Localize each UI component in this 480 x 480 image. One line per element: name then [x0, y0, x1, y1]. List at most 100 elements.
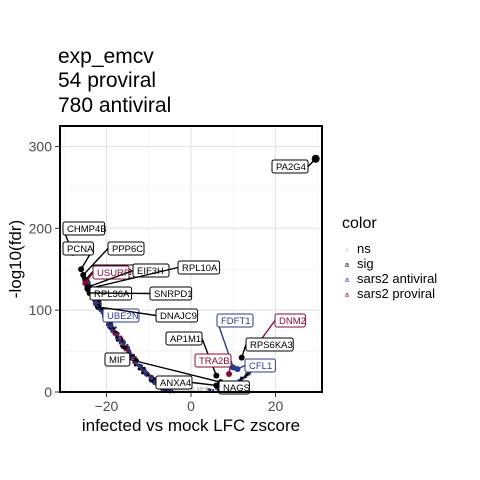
point-label: DNAJC9: [160, 311, 197, 322]
label-box: [132, 263, 170, 278]
data-point: [118, 339, 121, 343]
label-box: [62, 221, 106, 236]
point-label: SNRPD1: [154, 289, 193, 300]
legend-key-proviral: a: [345, 292, 349, 299]
data-point: [109, 325, 113, 329]
data-point: [107, 324, 111, 328]
point-label: PCNA: [67, 244, 94, 255]
data-point: [114, 326, 117, 329]
y-tick-label: 300: [29, 138, 53, 154]
legend-label-sig: sig: [357, 256, 374, 271]
label-box: [271, 159, 309, 174]
data-point: [245, 373, 249, 377]
data-point: [116, 332, 119, 335]
label-box: [274, 313, 306, 328]
x-tick-label: −20: [95, 398, 119, 414]
data-point: [128, 350, 132, 353]
data-point-ns: [196, 388, 199, 391]
data-point: [120, 338, 124, 341]
label-box: [155, 375, 193, 390]
x-tick-label: 0: [187, 398, 195, 414]
label-box: [245, 337, 294, 352]
x-axis-ticks: −20 0 20: [95, 393, 284, 414]
point-label: CHMP4B: [67, 224, 107, 235]
point-label: FDFT1: [221, 316, 251, 327]
legend-label-ns: ns: [357, 241, 371, 256]
label-connector: [307, 158, 317, 167]
data-point: [240, 376, 243, 380]
label-box: [165, 331, 203, 346]
point-label: DNM2: [279, 316, 306, 327]
data-point: [110, 330, 114, 333]
x-axis-title: infected vs mock LFC zscore: [82, 416, 300, 435]
label-box: [244, 358, 276, 373]
label-connector: [82, 248, 109, 276]
data-point: [142, 366, 146, 370]
y-axis-ticks: 0 100 200 300: [29, 138, 59, 400]
data-point: [150, 379, 154, 383]
label-connector: [241, 344, 247, 358]
label-box: [104, 352, 131, 367]
data-point-ns: [202, 386, 205, 390]
data-point: [124, 346, 127, 350]
data-point: [150, 377, 153, 381]
label-box: [107, 241, 145, 256]
data-point: [112, 332, 116, 335]
label-connector: [84, 272, 94, 284]
data-point-ns: [206, 386, 209, 389]
x-tick-label: 20: [268, 398, 284, 414]
data-point: [244, 375, 247, 378]
legend-title: color: [342, 215, 377, 232]
data-point: [136, 364, 140, 367]
label-box: [216, 313, 254, 328]
data-point: [119, 341, 123, 344]
point-label: CFL1: [249, 361, 272, 372]
point-label: RPS6KA3: [250, 340, 293, 351]
data-point: [123, 341, 127, 344]
label-box: [194, 353, 232, 368]
label-connector: [87, 269, 134, 288]
label-connector: [89, 292, 151, 295]
label-box: [155, 308, 199, 323]
point-label: RPL10A: [182, 263, 218, 274]
data-point-ns: [200, 388, 203, 392]
y-axis-title: -log10(fdr): [6, 220, 25, 298]
data-point: [132, 353, 135, 357]
legend-label-proviral: sars2 proviral: [357, 286, 435, 301]
legend-key-sig: a: [345, 262, 349, 269]
data-point: [144, 373, 147, 377]
y-tick-label: 200: [29, 220, 53, 236]
data-point: [132, 361, 135, 364]
y-tick-label: 0: [44, 384, 52, 400]
label-connector: [84, 271, 94, 281]
chart-title-line-3: 780 antiviral: [58, 94, 172, 117]
label-box: [177, 260, 221, 275]
legend-key-ns: a: [345, 247, 349, 254]
label-connector: [237, 364, 246, 370]
point-label: PA2G4: [276, 162, 306, 173]
label-connector: [95, 303, 104, 316]
point-label: EIF3H: [137, 266, 164, 277]
data-point: [162, 388, 165, 392]
data-point: [148, 375, 152, 379]
point-label: NAGS: [223, 383, 250, 394]
label-box: [62, 241, 94, 256]
point-label: AP1M1: [170, 334, 201, 345]
label-connector: [191, 381, 217, 387]
label-box: [149, 286, 193, 301]
data-point: [138, 364, 142, 367]
legend-label-antiviral: sars2 antiviral: [357, 271, 437, 286]
data-point: [115, 335, 119, 339]
plot-border: [59, 125, 323, 393]
data-point: [130, 354, 133, 358]
label-connector: [87, 266, 179, 290]
chart-title-line-2: 54 proviral: [58, 69, 157, 92]
point-label: TRA2B: [199, 356, 230, 367]
label-connector: [97, 306, 157, 317]
data-point: [143, 370, 146, 374]
data-point: [141, 371, 144, 375]
data-point: [152, 382, 156, 386]
point-label: RPL36A: [94, 289, 130, 300]
point-labels: PA2G4CHMP4BPCNAPPP6CLUC7L3USURPEIF3HRPL1…: [62, 158, 317, 395]
